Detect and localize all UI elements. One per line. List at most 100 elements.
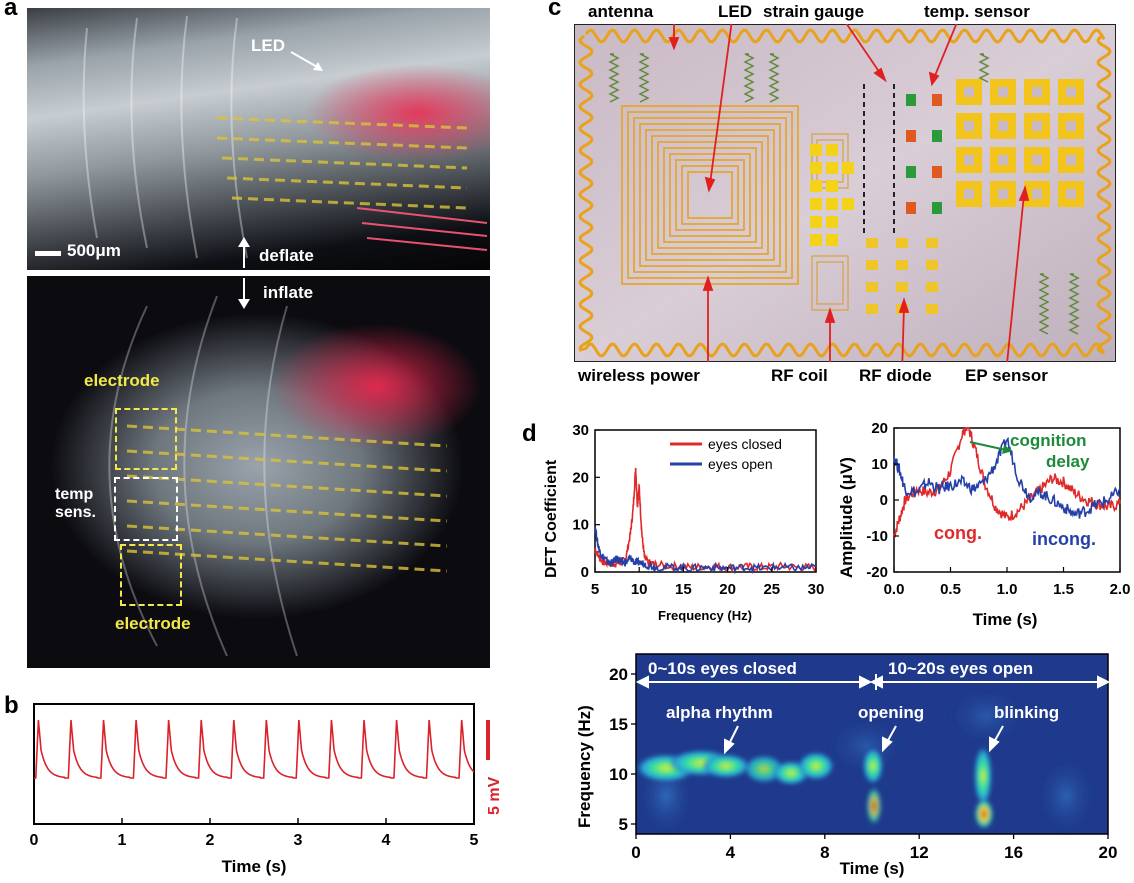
erp-ytick-label: -20 xyxy=(866,564,888,581)
dft-series-1 xyxy=(594,467,817,574)
ecg-xtick-label: 2 xyxy=(206,832,215,849)
ep-electrode-gap xyxy=(1066,155,1076,165)
panel-a-letter: a xyxy=(4,0,18,21)
spectrogram-xtick-label: 0 xyxy=(631,843,640,862)
led-chip xyxy=(810,216,822,228)
wireless-power-label: wireless power xyxy=(578,366,700,385)
temp-sensor-element xyxy=(906,130,916,142)
ep-electrode-gap xyxy=(964,121,974,131)
ep-electrode-gap xyxy=(1032,121,1042,131)
rf-diode xyxy=(926,238,938,248)
serpentine xyxy=(743,53,755,103)
dft-xlabel: Frequency (Hz) xyxy=(658,608,752,623)
ep-electrode-gap xyxy=(1032,87,1042,97)
opening-label: opening xyxy=(858,703,924,722)
eyes-open-range-label: 10~20s eyes open xyxy=(888,659,1033,678)
led-label-c: LED xyxy=(718,2,752,21)
led-chip xyxy=(826,216,838,228)
led-label: LED xyxy=(251,36,285,55)
ep-electrode-gap xyxy=(998,155,1008,165)
dft-ylabel: DFT Coefficient xyxy=(543,459,560,578)
delay-label: delay xyxy=(1046,452,1090,471)
dft-xtick-label: 5 xyxy=(591,581,599,598)
ecg-chart: 0 1 2 3 4 5 Time (s) 5 mV xyxy=(30,703,503,876)
serpentine xyxy=(1038,273,1050,335)
erp-xtick-label: 1.0 xyxy=(997,581,1018,598)
rf-coil-label: RF coil xyxy=(771,366,828,385)
rf-diode xyxy=(866,304,878,314)
ep-electrode-gap xyxy=(1032,189,1042,199)
electrode-top-box xyxy=(115,408,177,470)
spectrogram-xtick-label: 4 xyxy=(726,843,736,862)
led-chip xyxy=(826,162,838,174)
serpentine-interconnects xyxy=(608,53,1080,335)
led-chip xyxy=(810,234,822,246)
spectrogram-ylabel: Frequency (Hz) xyxy=(575,705,594,828)
cognition-delay-arrow xyxy=(969,441,1007,451)
alpha-rhythm-label: alpha rhythm xyxy=(666,703,773,722)
led-arrow-icon xyxy=(290,51,323,71)
rf-diode xyxy=(926,282,938,292)
coil-turn xyxy=(681,165,739,225)
dft-chart: 5 10 15 20 25 30 0 10 20 30 DFT Coefficient Frequ… xyxy=(543,422,825,623)
temp-sensor-element xyxy=(932,202,942,214)
coil-turn xyxy=(675,159,745,231)
temp-sensor-box xyxy=(114,477,178,541)
serpentine xyxy=(608,53,620,103)
rf-diode xyxy=(926,260,938,270)
coil-turn xyxy=(627,111,793,279)
cong-label: cong. xyxy=(934,523,982,543)
erp-chart: 0.0 0.5 1.0 1.5 2.0 -20 -10 0 10 20 Amplitude (μV… xyxy=(837,420,1130,629)
ecg-frame xyxy=(33,703,475,825)
temp-sensor-element xyxy=(932,130,942,142)
ep-electrode-gap xyxy=(1066,121,1076,131)
rf-diode xyxy=(896,282,908,292)
dft-xtick-label: 20 xyxy=(719,581,736,598)
cognition-label: cognition xyxy=(1010,431,1086,450)
eyes-closed-range-label: 0~10s eyes closed xyxy=(648,659,797,678)
coil-turn xyxy=(663,147,757,243)
spectrogram-ytick-label: 10 xyxy=(609,765,628,784)
led-chip xyxy=(826,144,838,156)
legend-eyes-closed: eyes closed xyxy=(708,436,782,452)
serpentine xyxy=(768,53,780,103)
erp-ytick-label: 10 xyxy=(871,456,888,473)
temp-sensor-element xyxy=(932,166,942,178)
led-chip xyxy=(810,144,822,156)
ecg-xtick-label: 4 xyxy=(382,832,391,849)
ecg-xtick-label: 0 xyxy=(30,832,39,849)
rf-diode xyxy=(926,304,938,314)
dft-ytick-label: 20 xyxy=(572,469,589,486)
led-chip xyxy=(826,180,838,192)
scale-bar xyxy=(35,251,61,256)
erp-ylabel: Amplitude (μV) xyxy=(837,457,856,578)
ep-electrode-gap xyxy=(1066,87,1076,97)
dft-xtick-label: 30 xyxy=(808,581,825,598)
ecg-trace xyxy=(34,719,475,779)
inflated-balloon-texture xyxy=(108,295,448,657)
coil-turn xyxy=(669,153,751,237)
erp-xtick-label: 0.0 xyxy=(884,581,905,598)
legend-eyes-open: eyes open xyxy=(708,456,773,472)
rf-diode xyxy=(866,260,878,270)
spectrogram-xtick-label: 12 xyxy=(910,843,929,862)
led-chip xyxy=(810,162,822,174)
spectrogram-ytick-label: 20 xyxy=(609,665,628,684)
dft-ytick-label: 10 xyxy=(572,517,589,534)
led-array xyxy=(810,144,854,246)
balloon-photo-inflated: inflate electrode temp sens. electrode xyxy=(27,276,490,668)
inflate-label: inflate xyxy=(263,283,314,302)
spectrogram-xtick-label: 8 xyxy=(820,843,829,862)
dft-xtick-label: 10 xyxy=(631,581,648,598)
led-chip xyxy=(826,234,838,246)
temp-sensor-element xyxy=(906,94,916,106)
rf-diode xyxy=(896,260,908,270)
spectrogram-ytick-label: 15 xyxy=(609,715,628,734)
coil-turn xyxy=(687,171,733,219)
erp-xtick-label: 1.5 xyxy=(1053,581,1074,598)
erp-ytick-label: 0 xyxy=(880,492,888,509)
scale-bar-label: 500μm xyxy=(67,241,121,260)
spectrogram-xtick-label: 16 xyxy=(1004,843,1023,862)
device-micrograph xyxy=(574,24,1116,362)
temp-sensor-element xyxy=(906,202,916,214)
